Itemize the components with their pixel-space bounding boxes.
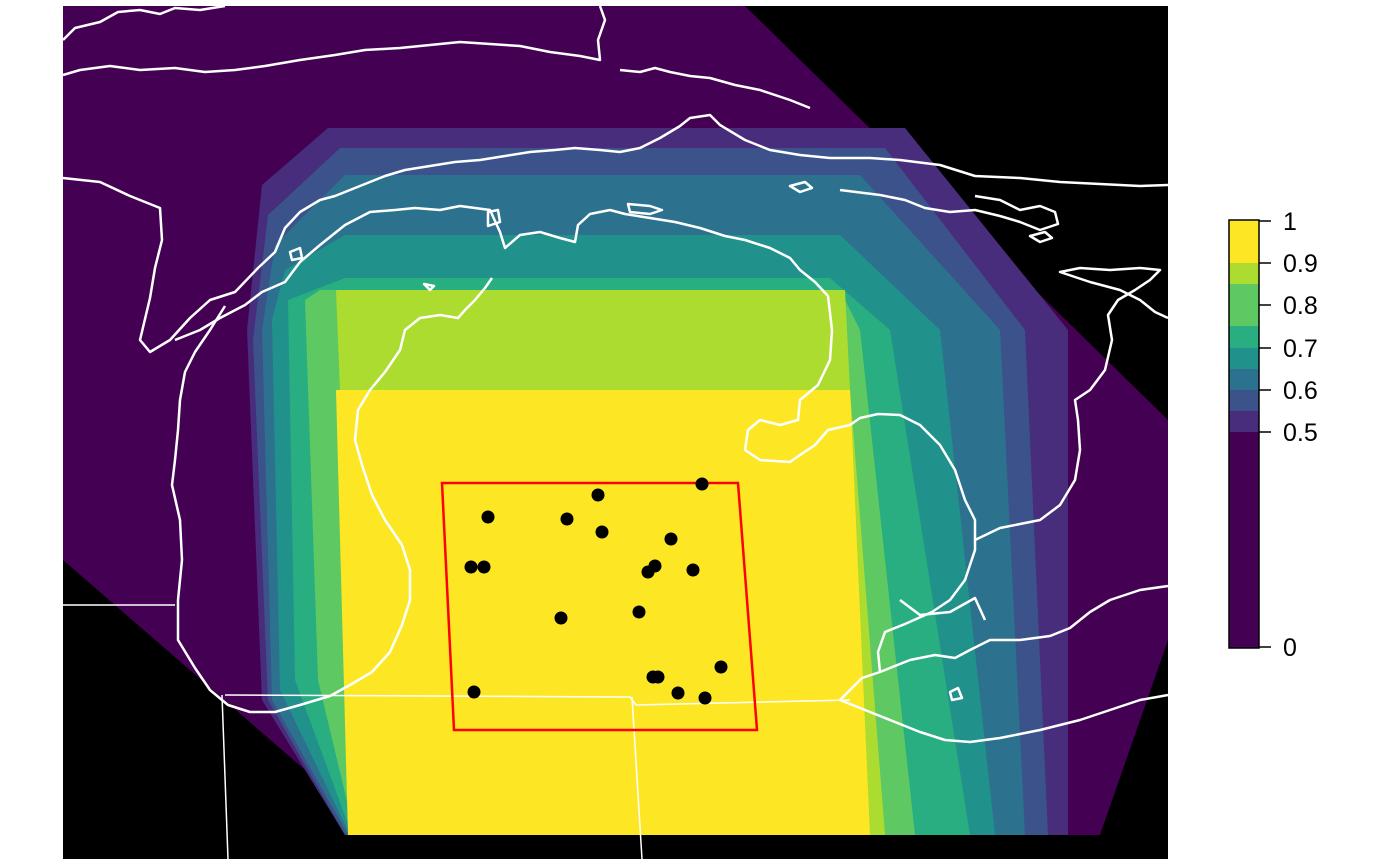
indiana-ohio-border xyxy=(631,696,643,860)
legend-bin-4 xyxy=(1229,348,1259,369)
legend-bin-0 xyxy=(1229,432,1259,648)
legend-frame xyxy=(1228,219,1260,649)
site-point xyxy=(477,560,491,574)
site-point xyxy=(695,477,709,491)
state-borders xyxy=(63,604,851,860)
site-point xyxy=(481,510,495,524)
lake-superior-south-shore xyxy=(62,113,1169,354)
legend-tick-label-0: 0 xyxy=(1283,634,1297,662)
site-point xyxy=(671,686,685,700)
legend-tick-label-0-7: 0.7 xyxy=(1283,335,1318,363)
island-outline-3 xyxy=(788,180,814,194)
site-point xyxy=(664,532,678,546)
michigan-indiana-ohio-border xyxy=(224,694,851,706)
lake-michigan-west-shore xyxy=(170,277,494,714)
site-point xyxy=(560,512,574,526)
legend-bin-6 xyxy=(1229,284,1259,326)
site-point xyxy=(698,691,712,705)
raster-band-0-95 xyxy=(336,390,870,835)
site-point xyxy=(686,563,700,577)
legend-bin-1 xyxy=(1229,411,1259,432)
site-point xyxy=(464,560,478,574)
manitoulin-shore xyxy=(839,188,1060,232)
legend-tick-label-0-6: 0.6 xyxy=(1283,377,1318,405)
site-point xyxy=(591,488,605,502)
site-point xyxy=(467,685,481,699)
site-point xyxy=(595,525,609,539)
legend-bin-3 xyxy=(1229,369,1259,390)
legend-tick-label-0-5: 0.5 xyxy=(1283,419,1318,447)
island-outline-4 xyxy=(1028,230,1054,244)
island-outline-5 xyxy=(422,282,436,292)
lake-superior-north-shore xyxy=(62,4,811,110)
lake-huron-east-shore xyxy=(974,266,1169,542)
upper-peninsula-south-shore xyxy=(174,204,829,342)
legend-bin-5 xyxy=(1229,326,1259,348)
legend-ticks xyxy=(1259,220,1271,648)
island-outline-6 xyxy=(948,686,964,702)
study-area-box xyxy=(440,481,759,732)
legend: 1 0.9 0.8 0.7 0.6 0.5 0 xyxy=(1228,208,1318,662)
site-point xyxy=(641,565,655,579)
legend-bin-7 xyxy=(1229,263,1259,284)
coastlines xyxy=(62,4,1169,744)
site-point xyxy=(554,611,568,625)
island-outline-7 xyxy=(288,246,304,262)
legend-tick-label-0-8: 0.8 xyxy=(1283,292,1318,320)
lake-huron-west-shore xyxy=(743,295,977,701)
legend-bin-2 xyxy=(1229,390,1259,411)
site-points xyxy=(464,477,728,705)
legend-tick-label-1: 1 xyxy=(1283,208,1297,236)
lake-erie-shore xyxy=(839,584,1169,744)
illinois-indiana-border xyxy=(221,694,229,860)
site-point xyxy=(714,660,728,674)
site-point xyxy=(632,605,646,619)
site-point xyxy=(651,670,665,684)
legend-bin-8 xyxy=(1229,220,1259,263)
legend-tick-label-0-9: 0.9 xyxy=(1283,250,1318,278)
island-outline-2 xyxy=(626,202,664,216)
island-outline-1 xyxy=(486,208,502,228)
